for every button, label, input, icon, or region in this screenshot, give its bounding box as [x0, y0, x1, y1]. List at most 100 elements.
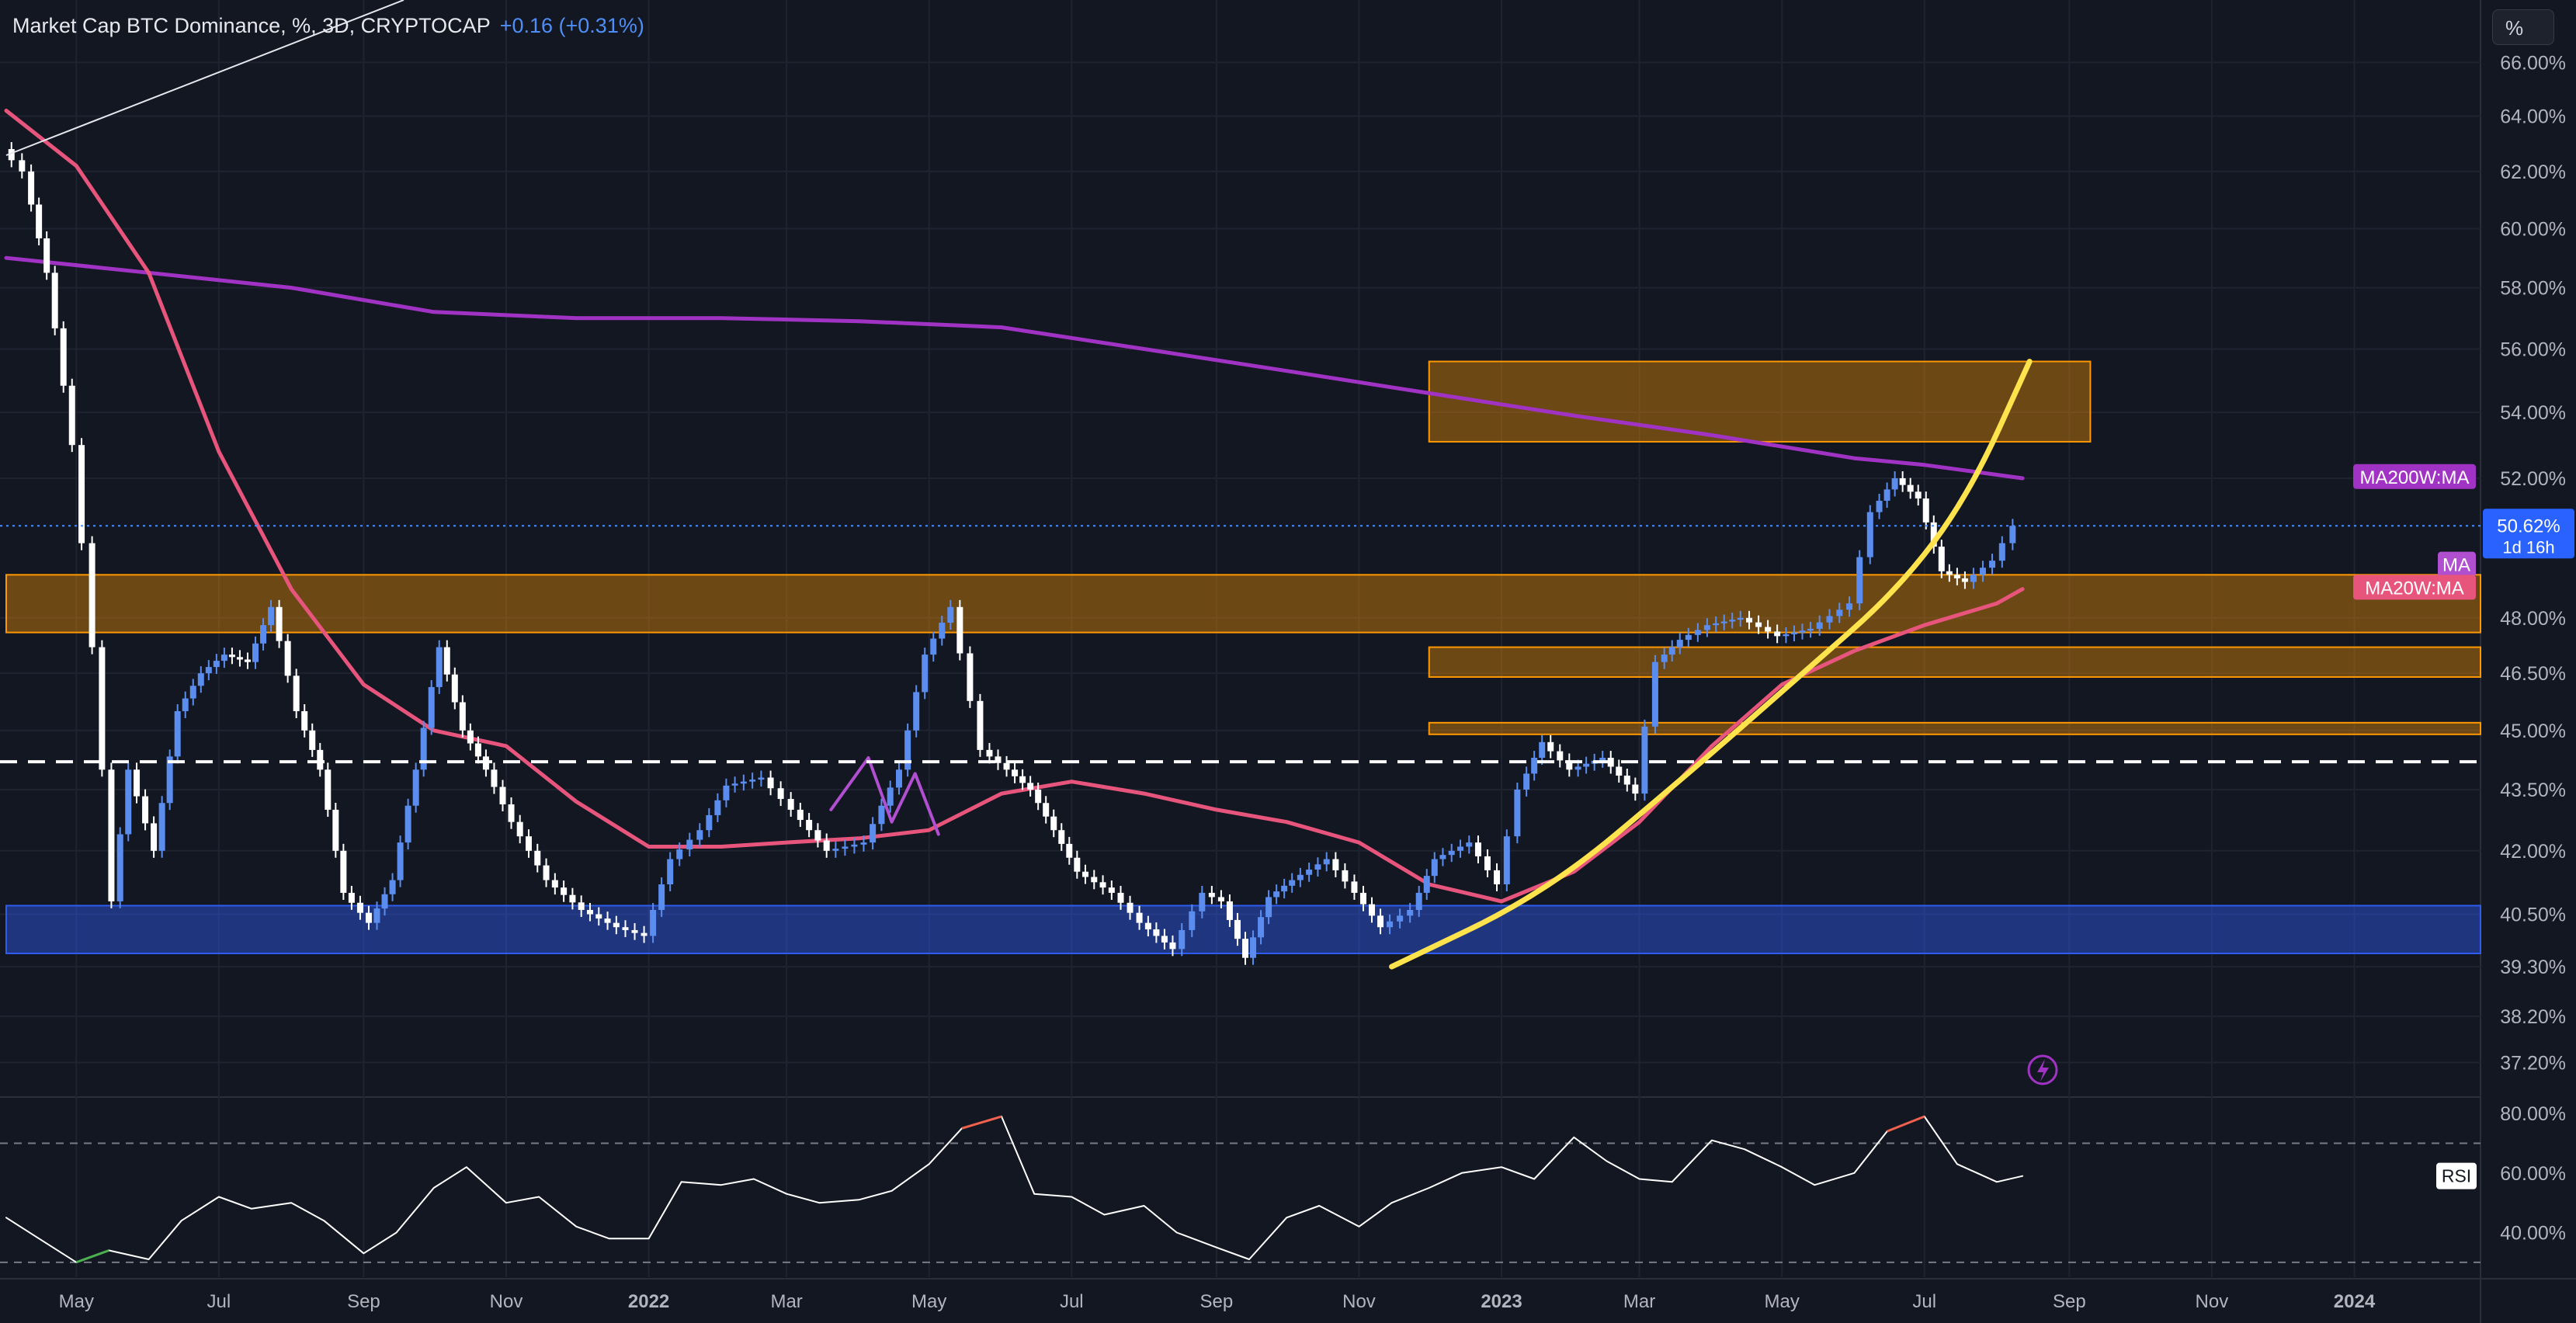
y-tick-label: 42.00% — [2500, 841, 2566, 863]
candle — [268, 606, 275, 626]
candle — [1019, 776, 1026, 783]
rsi-label-text: RSI — [2442, 1166, 2471, 1186]
ma20w-line — [4, 109, 2025, 904]
rsi-label: RSI — [2436, 1162, 2477, 1189]
candle — [658, 884, 665, 910]
candle — [1961, 578, 1968, 582]
x-tick-label: Nov — [490, 1291, 523, 1312]
candle — [1953, 575, 1960, 578]
candle — [1258, 917, 1265, 938]
candle — [1503, 836, 1510, 885]
candle — [586, 909, 593, 915]
candle — [641, 932, 647, 936]
candle — [525, 836, 532, 851]
candle — [977, 700, 984, 750]
rsi-y-tick-label: 60.00% — [2500, 1163, 2566, 1185]
candle — [1685, 634, 1692, 641]
candle — [467, 730, 474, 744]
candle — [1217, 897, 1224, 901]
candle — [166, 756, 173, 804]
candle — [1012, 769, 1019, 776]
candle — [1826, 616, 1833, 623]
candle — [578, 902, 585, 910]
ma200w-label-text: MA200W:MA — [2360, 467, 2470, 488]
candle — [631, 929, 638, 933]
candle — [1169, 942, 1176, 950]
candle — [252, 643, 259, 662]
candle — [1746, 617, 1753, 623]
x-tick-label: Sep — [347, 1291, 380, 1312]
resistance-zone — [1428, 721, 2481, 735]
rsi-highlight — [961, 1115, 1002, 1130]
candle — [1915, 491, 1922, 499]
candle — [595, 914, 602, 919]
candle — [723, 785, 730, 800]
x-tick-label: May — [59, 1291, 94, 1312]
candle — [904, 730, 911, 770]
symbol-title: Market Cap BTC Dominance, %, 3D, CRYPTOC… — [12, 14, 491, 37]
candle — [397, 842, 404, 880]
candle — [1448, 850, 1455, 856]
x-tick-label: Sep — [2053, 1291, 2086, 1312]
resistance-zone — [1428, 646, 2481, 678]
candle — [551, 880, 558, 888]
candle — [1523, 773, 1530, 790]
candle — [389, 880, 396, 894]
parabolic-curve — [1389, 359, 2033, 970]
candle — [516, 821, 523, 837]
x-tick-label: Nov — [1342, 1291, 1376, 1312]
candle — [276, 606, 283, 641]
candle — [1117, 892, 1124, 903]
resistance-zone — [1428, 360, 2092, 443]
candle — [1891, 477, 1898, 490]
candle — [301, 710, 308, 731]
x-tick-label: Nov — [2196, 1291, 2229, 1312]
candle — [676, 849, 683, 859]
candle — [174, 710, 181, 757]
y-tick-label: 64.00% — [2500, 106, 2566, 127]
x-tick-label: 2023 — [1481, 1291, 1522, 1312]
candle — [1632, 784, 1639, 794]
candle — [1474, 842, 1481, 856]
candle — [1099, 882, 1106, 888]
candle — [1456, 846, 1463, 851]
candle — [1547, 741, 1554, 752]
candle — [986, 749, 993, 757]
ma200w-label-bg — [2353, 464, 2476, 489]
candle — [134, 769, 141, 797]
ma20w-label: MA20W:MA — [2353, 575, 2476, 600]
candle — [317, 749, 324, 770]
candle — [806, 820, 813, 831]
y-tick-label: 37.20% — [2500, 1052, 2566, 1074]
candle — [125, 769, 132, 835]
candle — [1755, 622, 1762, 627]
candle — [1574, 766, 1581, 770]
candle — [381, 894, 388, 909]
x-tick-label: Jul — [1060, 1291, 1084, 1312]
candle — [1074, 857, 1081, 872]
candle — [1003, 762, 1010, 770]
candle — [1737, 617, 1744, 620]
candle — [1289, 880, 1296, 886]
candle — [851, 844, 858, 847]
candle — [1108, 887, 1115, 893]
candle — [1661, 655, 1668, 662]
candle — [1807, 628, 1814, 631]
candle — [1314, 864, 1321, 870]
candle — [913, 692, 920, 731]
candle — [220, 655, 227, 662]
chart-header: Market Cap BTC Dominance, %, 3D, CRYPTOC… — [12, 14, 644, 38]
ma200w-label: MA200W:MA — [2353, 464, 2476, 489]
x-tick-label: Jul — [207, 1291, 231, 1312]
candle — [36, 204, 43, 238]
candle — [930, 638, 937, 655]
candle — [1466, 842, 1473, 847]
candle — [1342, 870, 1349, 882]
candle — [1136, 912, 1143, 923]
y-tick-label: 43.50% — [2500, 780, 2566, 801]
candle — [667, 859, 674, 885]
candle — [1623, 775, 1630, 785]
candle — [1938, 547, 1945, 571]
percent-scale-button[interactable]: % — [2492, 9, 2554, 45]
